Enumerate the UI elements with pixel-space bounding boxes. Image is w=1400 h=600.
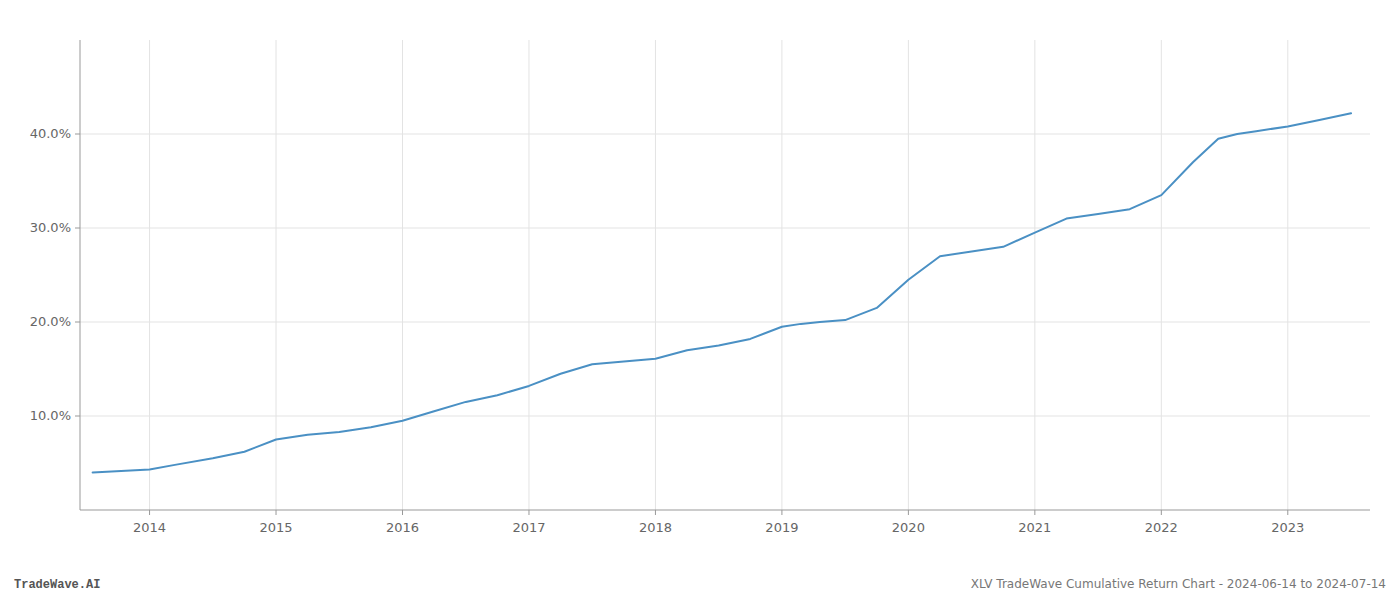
plot-area — [93, 113, 1351, 472]
tick-label: 2014 — [133, 520, 166, 535]
tick-mark — [75, 416, 80, 417]
tick-mark — [75, 228, 80, 229]
tick-label: 2022 — [1145, 520, 1178, 535]
tick-label: 40.0% — [30, 126, 71, 141]
grid-line — [149, 40, 150, 510]
grid-line — [80, 416, 1370, 417]
grid-line — [80, 228, 1370, 229]
grid — [80, 40, 1370, 510]
tick-mark — [908, 510, 909, 515]
grid-line — [80, 134, 1370, 135]
tick-mark — [528, 510, 529, 515]
grid-line — [908, 40, 909, 510]
footer: TradeWave.AI XLV TradeWave Cumulative Ret… — [14, 577, 1386, 592]
tick-label: 2018 — [639, 520, 672, 535]
tick-label: 2015 — [259, 520, 292, 535]
tick-label: 2017 — [512, 520, 545, 535]
grid-line — [80, 322, 1370, 323]
grid-line — [1034, 40, 1035, 510]
tick-mark — [655, 510, 656, 515]
grid-line — [655, 40, 656, 510]
tick-label: 2020 — [892, 520, 925, 535]
tick-label: 10.0% — [30, 408, 71, 423]
tick-mark — [276, 510, 277, 515]
tick-mark — [75, 322, 80, 323]
tick-label: 20.0% — [30, 314, 71, 329]
grid-line — [1287, 40, 1288, 510]
y-axis-line — [80, 40, 81, 510]
tick-mark — [1287, 510, 1288, 515]
tick-mark — [1161, 510, 1162, 515]
tick-mark — [1034, 510, 1035, 515]
grid-line — [402, 40, 403, 510]
axes: 10.0% 20.0% 30.0% 40.0% 2014 2015 2016 2017 2018… — [30, 40, 1370, 535]
x-axis-line — [80, 510, 1370, 511]
title: XLV TradeWave Cumulative Return Chart - … — [971, 577, 1386, 591]
grid-line — [781, 40, 782, 510]
tick-label: 30.0% — [30, 220, 71, 235]
tick-mark — [402, 510, 403, 515]
grid-line — [1161, 40, 1162, 510]
grid-line — [528, 40, 529, 510]
tick-mark — [149, 510, 150, 515]
tick-label: 2021 — [1018, 520, 1051, 535]
tick-label: 2023 — [1271, 520, 1304, 535]
tick-label: 2016 — [386, 520, 419, 535]
tick-mark — [75, 134, 80, 135]
chart: 10.0% 20.0% 30.0% 40.0% 2014 2015 2016 2017 2018… — [0, 0, 1400, 600]
tick-mark — [781, 510, 782, 515]
tick-label: 2019 — [765, 520, 798, 535]
line — [93, 113, 1351, 472]
watermark: TradeWave.AI — [14, 578, 100, 592]
